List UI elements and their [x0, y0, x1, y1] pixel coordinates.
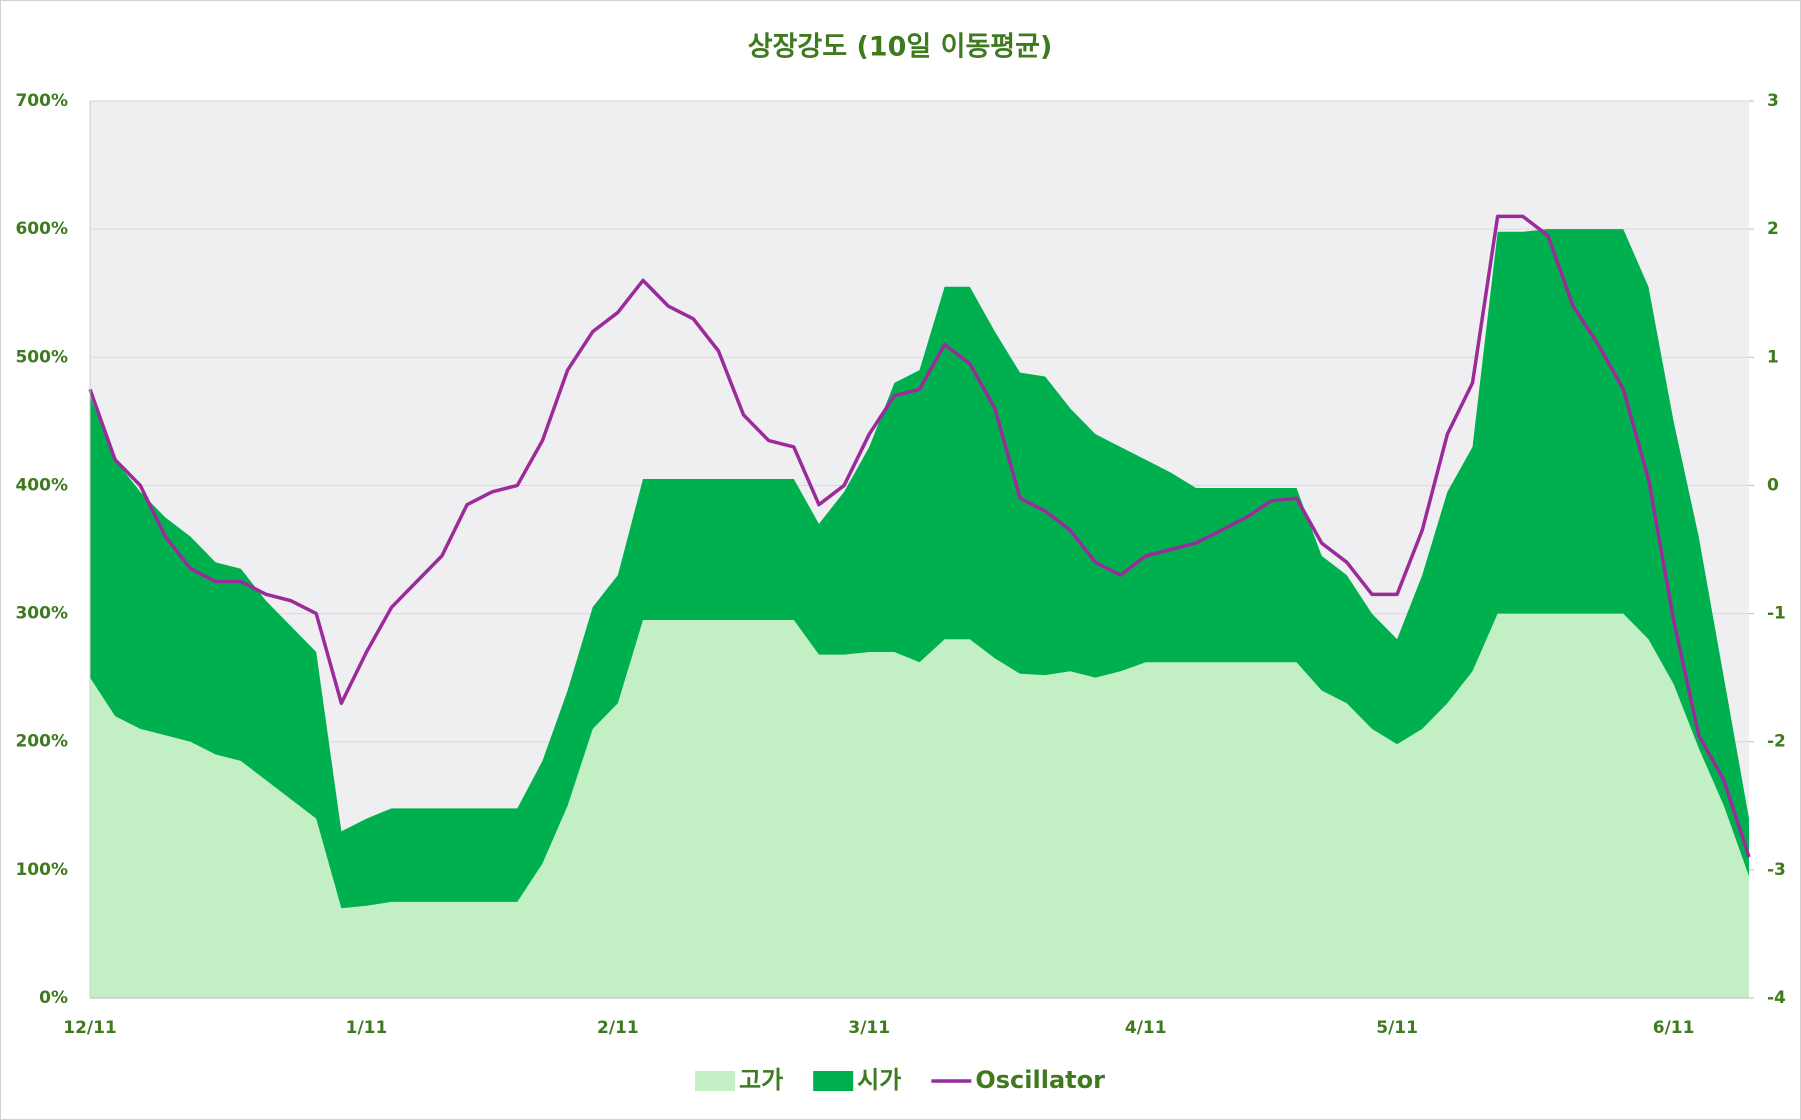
- y-tick-label: 300%: [15, 604, 68, 624]
- x-tick-label: 2/11: [597, 1018, 639, 1038]
- x-tick-label: 5/11: [1376, 1018, 1418, 1038]
- y2-tick-label: 2: [1767, 219, 1779, 239]
- y2-tick-label: 1: [1767, 347, 1779, 367]
- y-tick-label: 200%: [15, 732, 68, 752]
- legend: 고가 시가 Oscillator: [695, 1066, 1105, 1094]
- y-tick-label: 100%: [15, 860, 68, 880]
- x-tick-label: 3/11: [848, 1018, 890, 1038]
- y2-tick-label: 3: [1767, 91, 1779, 111]
- y2-tick-label: -4: [1767, 988, 1786, 1008]
- x-tick-label: 4/11: [1125, 1018, 1167, 1038]
- legend-label: 고가: [739, 1066, 783, 1094]
- area: [90, 613, 1749, 998]
- y2-tick-label: 0: [1767, 475, 1779, 495]
- chart-title: 상장강도 (10일 이동평균): [748, 32, 1053, 63]
- y2-tick-label: -2: [1767, 732, 1786, 752]
- y-tick-label: 600%: [15, 219, 68, 239]
- y2-tick-label: -3: [1767, 860, 1786, 880]
- x-tick-label: 1/11: [346, 1018, 388, 1038]
- y-tick-label: 500%: [15, 347, 68, 367]
- line: [88, 214, 1751, 858]
- legend-label: 시가: [857, 1066, 901, 1094]
- y-tick-label: 700%: [15, 91, 68, 111]
- y-tick-label: 0%: [39, 988, 68, 1008]
- legend-swatch: [813, 1071, 854, 1091]
- x-tick-label: 12/11: [63, 1018, 117, 1038]
- legend-label: Oscillator: [975, 1066, 1105, 1094]
- legend-swatch: [695, 1071, 735, 1091]
- x-tick-label: 6/11: [1653, 1018, 1695, 1038]
- y2-tick-label: -1: [1767, 604, 1786, 624]
- y-tick-label: 400%: [15, 475, 68, 495]
